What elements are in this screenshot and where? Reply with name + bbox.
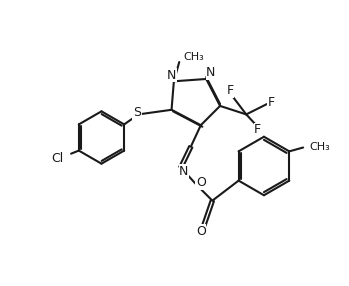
Text: O: O [196,225,206,238]
Text: N: N [179,165,188,178]
Text: Cl: Cl [51,152,64,165]
Text: N: N [167,69,176,82]
Text: N: N [206,66,215,79]
Text: CH₃: CH₃ [309,142,330,152]
Text: O: O [196,176,206,189]
Text: F: F [254,123,261,136]
Text: F: F [227,84,233,97]
Text: CH₃: CH₃ [184,52,205,62]
Text: S: S [133,106,141,119]
Text: F: F [267,96,274,109]
